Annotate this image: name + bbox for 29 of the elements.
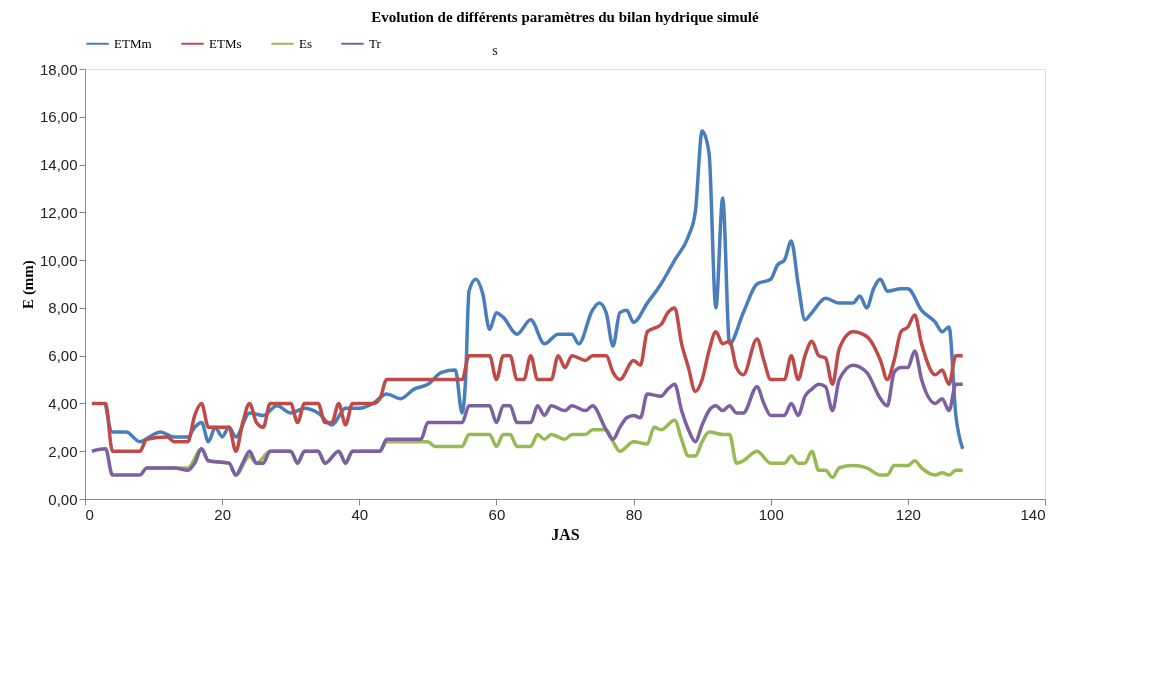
y-tick-label: 4,00 [48,394,78,412]
x-tick-label: 0 [85,505,94,523]
x-tick-label: 80 [625,505,643,523]
x-axis-title: JAS [551,525,580,543]
y-tick-label: 12,00 [39,203,78,221]
y-tick-label: 16,00 [39,108,78,126]
chart-title: Evolution de différents paramètres du bilan hydrique simulé [371,9,760,25]
y-tick-label: 18,00 [39,60,78,78]
y-tick-label: 14,00 [39,156,78,174]
text: s [492,43,498,58]
y-tick-label: 8,00 [48,299,78,317]
x-tick-label: 60 [488,505,506,523]
y-tick-label: 0,00 [48,490,78,508]
x-tick-label: 20 [214,505,231,523]
line-series [90,349,965,477]
line-series [103,129,965,451]
legend-label: Tr [369,35,382,51]
x-tick-label: 120 [895,505,921,523]
y-tick-label: 10,00 [39,251,78,269]
legend-label: Es [299,35,312,51]
x-tick-label: 100 [758,505,784,523]
y-tick-label: 2,00 [48,442,78,460]
legend-label: ETMs [209,35,242,51]
x-tick-label: 40 [351,505,369,523]
y-tick-label: 6,00 [48,347,78,365]
legend-label: ETMm [114,35,152,51]
x-tick-label: 140 [1020,505,1046,523]
line-series [90,306,965,453]
y-axis-title: E (mm) [19,260,37,309]
